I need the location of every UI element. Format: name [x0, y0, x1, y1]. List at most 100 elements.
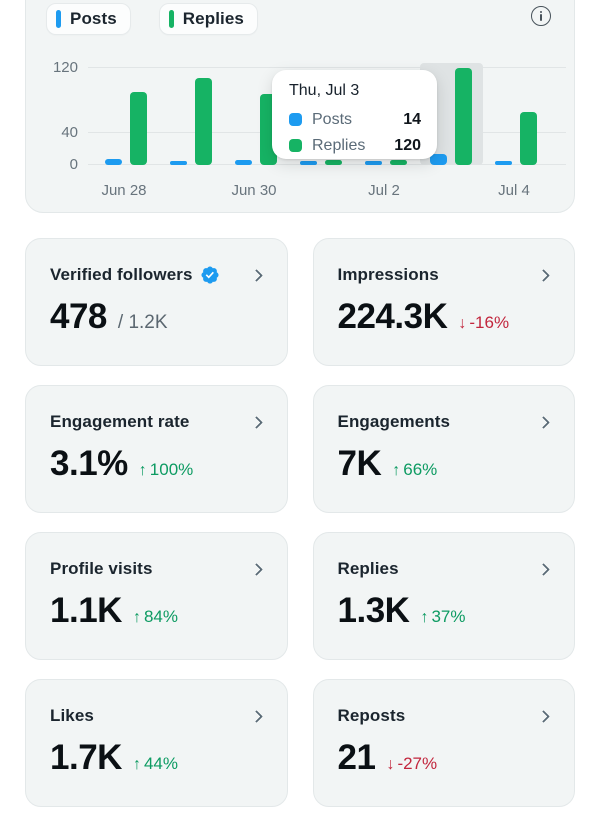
- card-delta: ↑ 66%: [392, 460, 437, 480]
- replies-bar-jul-1[interactable]: [325, 160, 342, 165]
- replies-bar-jun-28[interactable]: [130, 92, 147, 165]
- posts-bar-jul-1[interactable]: [300, 160, 317, 165]
- info-icon-stem: [539, 14, 542, 21]
- card-title: Profile visits: [50, 559, 153, 578]
- card-header: Replies: [338, 559, 553, 579]
- delta-arrow-icon: ↓: [458, 315, 467, 332]
- card-value: 1.7K: [50, 738, 122, 777]
- delta-arrow-icon: ↑: [138, 462, 147, 479]
- card-value: 3.1%: [50, 444, 128, 483]
- card-value-row: 7K ↑ 66%: [338, 444, 553, 484]
- chevron-right-icon: [249, 562, 263, 576]
- posts-bar-jun-29[interactable]: [170, 160, 187, 165]
- card-profile-visits[interactable]: Profile visits 1.1K ↑ 84%: [25, 532, 288, 660]
- card-value-row: 1.3K ↑ 37%: [338, 591, 553, 631]
- card-title: Likes: [50, 706, 94, 725]
- tooltip-row-replies: Replies 120: [289, 135, 421, 156]
- chevron-right-icon: [537, 415, 550, 429]
- replies-bar-jul-4[interactable]: [520, 111, 537, 165]
- legend-label: Replies: [182, 9, 244, 28]
- gridline-y120: [88, 67, 566, 68]
- card-likes[interactable]: Likes 1.7K ↑ 44%: [25, 679, 288, 807]
- card-header: Engagements: [338, 412, 553, 432]
- delta-percent: 66%: [403, 460, 438, 479]
- delta-percent: 44%: [143, 754, 178, 773]
- card-engagements[interactable]: Engagements 7K ↑ 66%: [312, 385, 575, 513]
- card-header: Impressions: [338, 265, 553, 285]
- card-title: Verified followers: [50, 265, 193, 284]
- card-value: 21: [337, 738, 376, 777]
- card-header: Profile visits: [50, 559, 265, 579]
- card-delta: ↓ -27%: [386, 754, 437, 774]
- y-axis-label-40: 40: [61, 123, 78, 141]
- card-title: Replies: [337, 559, 399, 578]
- posts-bar-jul-3[interactable]: [430, 153, 447, 165]
- card-secondary-value: / 1.2K: [117, 312, 168, 333]
- delta-arrow-icon: ↑: [132, 609, 141, 626]
- delta-percent: 100%: [149, 460, 194, 479]
- card-value: 7K: [337, 444, 382, 483]
- posts-bar-jun-28[interactable]: [105, 159, 122, 165]
- card-value: 224.3K: [337, 297, 448, 336]
- replies-bar-jul-2[interactable]: [390, 160, 407, 165]
- tooltip-title: Thu, Jul 3: [289, 82, 360, 99]
- card-value: 1.3K: [337, 591, 410, 630]
- legend-chip-replies[interactable]: Replies: [158, 3, 258, 35]
- tooltip-label: Posts: [312, 110, 353, 128]
- card-delta: ↑ 37%: [420, 607, 465, 627]
- chevron-right-icon: [249, 709, 263, 723]
- info-icon[interactable]: [531, 6, 551, 26]
- card-header: Likes: [50, 706, 265, 726]
- info-icon-dot: [539, 10, 542, 13]
- y-axis-label-0: 0: [69, 156, 78, 173]
- x-axis-label-jul-4: Jul 4: [498, 182, 530, 199]
- chart-tooltip: Thu, Jul 3 Posts 14 Replies 120: [272, 70, 437, 159]
- card-header: Engagement rate: [50, 412, 265, 432]
- tooltip-row-posts: Posts 14: [289, 109, 421, 130]
- delta-percent: 84%: [143, 607, 178, 626]
- delta-percent: 37%: [431, 607, 466, 626]
- delta-percent: -16%: [469, 313, 510, 332]
- card-title: Engagements: [337, 412, 451, 431]
- tooltip-rows: Posts 14 Replies 120: [289, 109, 421, 156]
- card-delta: ↑ 44%: [133, 754, 178, 774]
- card-value-row: 224.3K ↓ -16%: [338, 297, 553, 337]
- card-value-row: 478 / 1.2K: [50, 297, 265, 337]
- legend-chip-posts[interactable]: Posts: [46, 3, 131, 35]
- plot-area: 0 40 120 Jun 28 Jun 30 Jul 2 Jul 4: [53, 59, 566, 199]
- card-replies[interactable]: Replies 1.3K ↑ 37%: [312, 532, 575, 660]
- posts-swatch-icon: [289, 113, 302, 126]
- replies-bar-jun-29[interactable]: [195, 77, 212, 165]
- delta-percent: -27%: [397, 754, 438, 773]
- card-delta: ↓ -16%: [458, 313, 509, 333]
- x-axis-label-jun-30: Jun 30: [231, 182, 277, 199]
- posts-bar-jul-4[interactable]: [495, 160, 512, 165]
- posts-bar-jul-2[interactable]: [365, 160, 382, 165]
- verified-badge-icon: [201, 266, 219, 284]
- card-value-row: 1.1K ↑ 84%: [50, 591, 265, 631]
- card-impressions[interactable]: Impressions 224.3K ↓ -16%: [312, 238, 575, 366]
- legend-label: Posts: [70, 9, 117, 28]
- replies-bar-jul-3[interactable]: [455, 68, 472, 165]
- posts-bar-jun-30[interactable]: [235, 160, 252, 165]
- card-delta: ↑ 84%: [133, 607, 178, 627]
- chevron-right-icon: [249, 268, 263, 282]
- x-axis-label-jun-28: Jun 28: [101, 182, 147, 199]
- card-title: Reposts: [337, 706, 406, 725]
- chevron-right-icon: [249, 415, 263, 429]
- card-reposts[interactable]: Reposts 21 ↓ -27%: [312, 679, 575, 807]
- y-axis-label-120: 120: [52, 59, 78, 76]
- card-header: Verified followers: [50, 265, 265, 285]
- card-value-row: 21 ↓ -27%: [338, 738, 553, 778]
- replies-swatch-icon: [168, 10, 174, 28]
- delta-arrow-icon: ↓: [386, 756, 395, 773]
- card-verified-followers[interactable]: Verified followers 478 / 1.2K: [25, 238, 288, 366]
- chevron-right-icon: [537, 562, 550, 576]
- chevron-right-icon: [537, 709, 550, 723]
- metric-cards-grid: Verified followers 478 / 1.2K Impression…: [25, 238, 575, 807]
- card-title: Engagement rate: [50, 412, 190, 431]
- delta-arrow-icon: ↑: [420, 609, 429, 626]
- card-engagement-rate[interactable]: Engagement rate 3.1% ↑ 100%: [25, 385, 288, 513]
- delta-arrow-icon: ↑: [392, 462, 401, 479]
